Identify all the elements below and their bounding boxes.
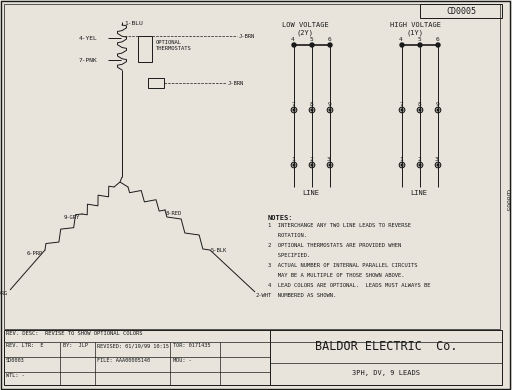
Bar	[4, 4, 500, 329]
Text: REV. LTR:  E: REV. LTR: E	[6, 343, 44, 348]
Text: (2Y): (2Y)	[296, 30, 313, 37]
Circle shape	[311, 164, 313, 166]
Text: J-BRN: J-BRN	[228, 81, 244, 86]
Text: 7: 7	[291, 102, 295, 107]
Text: NOTES:: NOTES:	[268, 215, 293, 221]
Text: BALDOR ELECTRIC  Co.: BALDOR ELECTRIC Co.	[315, 340, 457, 353]
Text: 8: 8	[309, 102, 313, 107]
Text: 9-GRY: 9-GRY	[64, 215, 80, 220]
Circle shape	[311, 109, 313, 111]
Text: 9: 9	[327, 102, 331, 107]
Text: LINE: LINE	[411, 190, 428, 196]
Bar	[4, 330, 502, 385]
Circle shape	[400, 43, 404, 47]
Text: MAY BE A MULTIPLE OF THOSE SHOWN ABOVE.: MAY BE A MULTIPLE OF THOSE SHOWN ABOVE.	[268, 273, 404, 278]
Text: FILE: AAA00005140: FILE: AAA00005140	[97, 358, 150, 363]
Circle shape	[329, 109, 331, 111]
Text: ROTATION.: ROTATION.	[268, 233, 307, 238]
Text: NUMBERED AS SHOWN.: NUMBERED AS SHOWN.	[268, 293, 336, 298]
Text: 2  OPTIONAL THERMOSTATS ARE PROVIDED WHEN: 2 OPTIONAL THERMOSTATS ARE PROVIDED WHEN	[268, 243, 401, 248]
Circle shape	[437, 109, 439, 111]
Circle shape	[292, 43, 296, 47]
Text: TOR: 0171435: TOR: 0171435	[173, 343, 210, 348]
Circle shape	[437, 164, 439, 166]
Text: REVISED: 01/19/99 10:15: REVISED: 01/19/99 10:15	[97, 343, 169, 348]
Text: 5-BLK: 5-BLK	[211, 248, 227, 253]
Text: SD0003: SD0003	[6, 358, 25, 363]
Bar	[138, 36, 152, 62]
Circle shape	[419, 109, 421, 111]
Text: 7-PNK: 7-PNK	[79, 58, 98, 63]
Text: LOW VOLTAGE: LOW VOLTAGE	[282, 22, 328, 28]
Text: WTL: -: WTL: -	[6, 373, 25, 378]
Text: 7: 7	[399, 102, 403, 107]
Circle shape	[328, 43, 332, 47]
Text: 3PH, DV, 9 LEADS: 3PH, DV, 9 LEADS	[352, 370, 420, 376]
Text: J-BRN: J-BRN	[239, 34, 255, 39]
Text: 2: 2	[309, 157, 313, 162]
Text: 8-RED: 8-RED	[166, 211, 182, 216]
Bar	[420, 4, 502, 18]
Text: 3: 3	[435, 157, 439, 162]
Text: CD0005: CD0005	[504, 189, 509, 211]
Circle shape	[436, 43, 440, 47]
Text: 1-BLU: 1-BLU	[124, 21, 143, 26]
Text: 5: 5	[417, 37, 421, 42]
Text: 3  ACTUAL NUMBER OF INTERNAL PARALLEL CIRCUITS: 3 ACTUAL NUMBER OF INTERNAL PARALLEL CIR…	[268, 263, 417, 268]
Text: 5: 5	[309, 37, 313, 42]
Circle shape	[419, 164, 421, 166]
Text: CD0005: CD0005	[446, 7, 476, 16]
Circle shape	[293, 109, 295, 111]
Text: 4-YEL: 4-YEL	[79, 36, 98, 41]
Text: LINE: LINE	[303, 190, 319, 196]
Circle shape	[418, 43, 422, 47]
Text: (1Y): (1Y)	[407, 30, 423, 37]
Text: 9: 9	[435, 102, 439, 107]
Circle shape	[293, 164, 295, 166]
Text: HIGH VOLTAGE: HIGH VOLTAGE	[390, 22, 440, 28]
Text: BY:  JLP: BY: JLP	[63, 343, 88, 348]
Text: REV. DESC:  REVISE TO SHOW OPTIONAL COLORS: REV. DESC: REVISE TO SHOW OPTIONAL COLOR…	[6, 331, 142, 336]
Text: MDU: -: MDU: -	[173, 358, 192, 363]
Text: 6: 6	[327, 37, 331, 42]
Text: 6-PRP: 6-PRP	[27, 251, 43, 256]
Text: OPTIONAL
THERMOSTATS: OPTIONAL THERMOSTATS	[156, 40, 192, 51]
Text: SPECIFIED.: SPECIFIED.	[268, 253, 310, 258]
Text: 4  LEAD COLORS ARE OPTIONAL.  LEADS MUST ALWAYS BE: 4 LEAD COLORS ARE OPTIONAL. LEADS MUST A…	[268, 283, 431, 288]
Text: 4: 4	[291, 37, 295, 42]
Text: 3-ORG: 3-ORG	[0, 291, 8, 296]
Text: 1: 1	[399, 157, 403, 162]
Circle shape	[401, 109, 403, 111]
Circle shape	[329, 164, 331, 166]
Text: 6: 6	[435, 37, 439, 42]
Text: 1  INTERCHANGE ANY TWO LINE LEADS TO REVERSE: 1 INTERCHANGE ANY TWO LINE LEADS TO REVE…	[268, 223, 411, 228]
Text: 2-WHT: 2-WHT	[256, 293, 272, 298]
Text: 4: 4	[399, 37, 403, 42]
Circle shape	[401, 164, 403, 166]
Text: 3: 3	[327, 157, 331, 162]
Text: 1: 1	[291, 157, 295, 162]
Text: 2: 2	[417, 157, 421, 162]
Text: 8: 8	[417, 102, 421, 107]
Circle shape	[310, 43, 314, 47]
Bar	[148, 78, 164, 88]
